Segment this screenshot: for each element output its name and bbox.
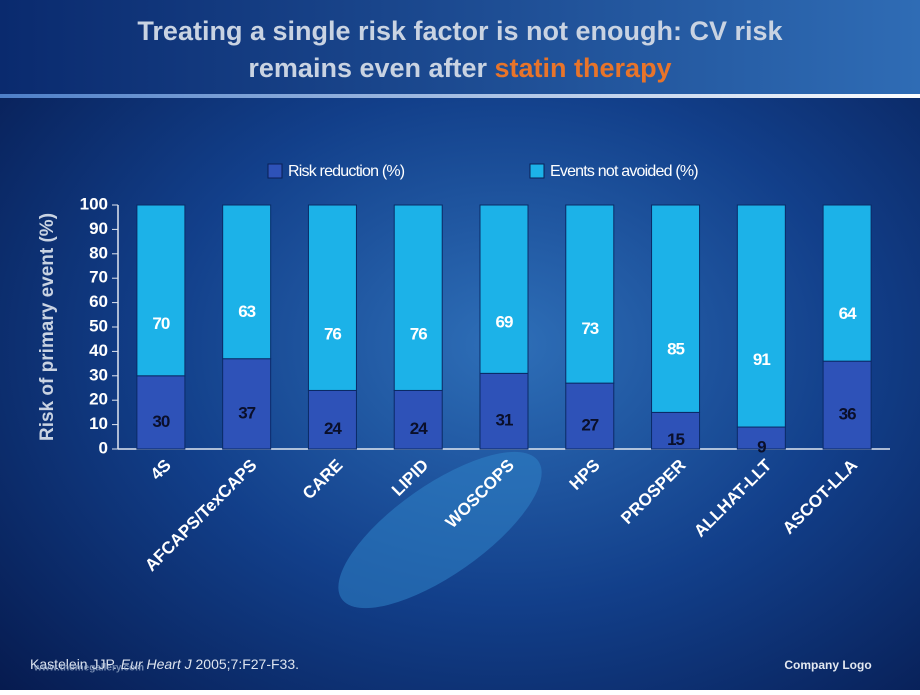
legend-swatch [267, 163, 283, 179]
title-text: remains even after [248, 53, 494, 83]
citation-journal: Eur Heart J [121, 656, 193, 672]
value-label: 69 [496, 312, 513, 331]
title: Treating a single risk factor is not eno… [137, 16, 783, 46]
citation-author: Kastelein JJP. [30, 656, 121, 672]
value-label: 64 [839, 304, 857, 323]
y-tick-label: 70 [89, 268, 108, 287]
legend-label: Events not avoided (%) [550, 163, 698, 180]
bar-segment [222, 204, 272, 360]
value-label: 76 [410, 324, 427, 343]
title-band [0, 0, 920, 95]
y-tick-label: 20 [89, 390, 108, 409]
y-tick-label: 0 [99, 438, 108, 457]
value-label: 91 [753, 350, 770, 369]
bar-segment [565, 382, 615, 450]
value-label: 36 [839, 405, 856, 424]
bar-segment [822, 360, 872, 450]
citation: Kastelein JJP. Eur Heart J 2005;7:F27-F3… [30, 656, 299, 672]
y-tick-label: 80 [89, 243, 108, 262]
bar-segment [136, 204, 186, 377]
bar-segment [479, 204, 529, 374]
value-label: 24 [410, 419, 428, 438]
title-rule [0, 94, 920, 98]
title-highlight: statin therapy [495, 53, 672, 83]
value-label: 24 [324, 419, 342, 438]
legend-label: Risk reduction (%) [288, 163, 405, 180]
bar-segment [222, 358, 272, 450]
bar-segment [307, 204, 357, 391]
leaf-decoration [338, 451, 542, 609]
bar-segment [479, 372, 529, 450]
watermark: www.themegallery.com [33, 663, 144, 674]
value-label: 85 [667, 340, 684, 359]
value-label: 37 [238, 403, 255, 422]
citation-rest: 2005;7:F27-F33. [192, 656, 299, 672]
value-label: 73 [581, 319, 598, 338]
value-label: 76 [324, 324, 341, 343]
y-tick-label: 50 [89, 316, 108, 335]
y-tick-label: 10 [89, 414, 108, 433]
y-tick-label: 90 [89, 219, 108, 238]
bar-segment [822, 204, 872, 362]
value-label: 31 [496, 411, 513, 430]
bar-segment [393, 389, 443, 450]
bar-segment [651, 204, 701, 413]
legend-swatch [529, 163, 545, 179]
y-tick-label: 30 [89, 365, 108, 384]
bar-segment [307, 389, 357, 450]
company-logo: Company Logo [784, 658, 871, 672]
y-tick-label: 100 [80, 194, 108, 213]
value-label: 63 [238, 302, 255, 321]
y-axis-label: Risk of primary event (%) [37, 213, 58, 441]
value-label: 27 [581, 416, 598, 435]
title: remains even after statin therapy [248, 53, 671, 83]
bar-segment [565, 204, 615, 384]
value-label: 9 [757, 438, 766, 457]
bar-segment [651, 411, 701, 450]
value-label: 70 [152, 314, 169, 333]
bar-segment [393, 204, 443, 391]
bar-segment [736, 204, 786, 428]
value-label: 15 [667, 430, 684, 449]
value-label: 30 [152, 412, 169, 431]
y-tick-label: 40 [89, 341, 108, 360]
y-tick-label: 60 [89, 292, 108, 311]
